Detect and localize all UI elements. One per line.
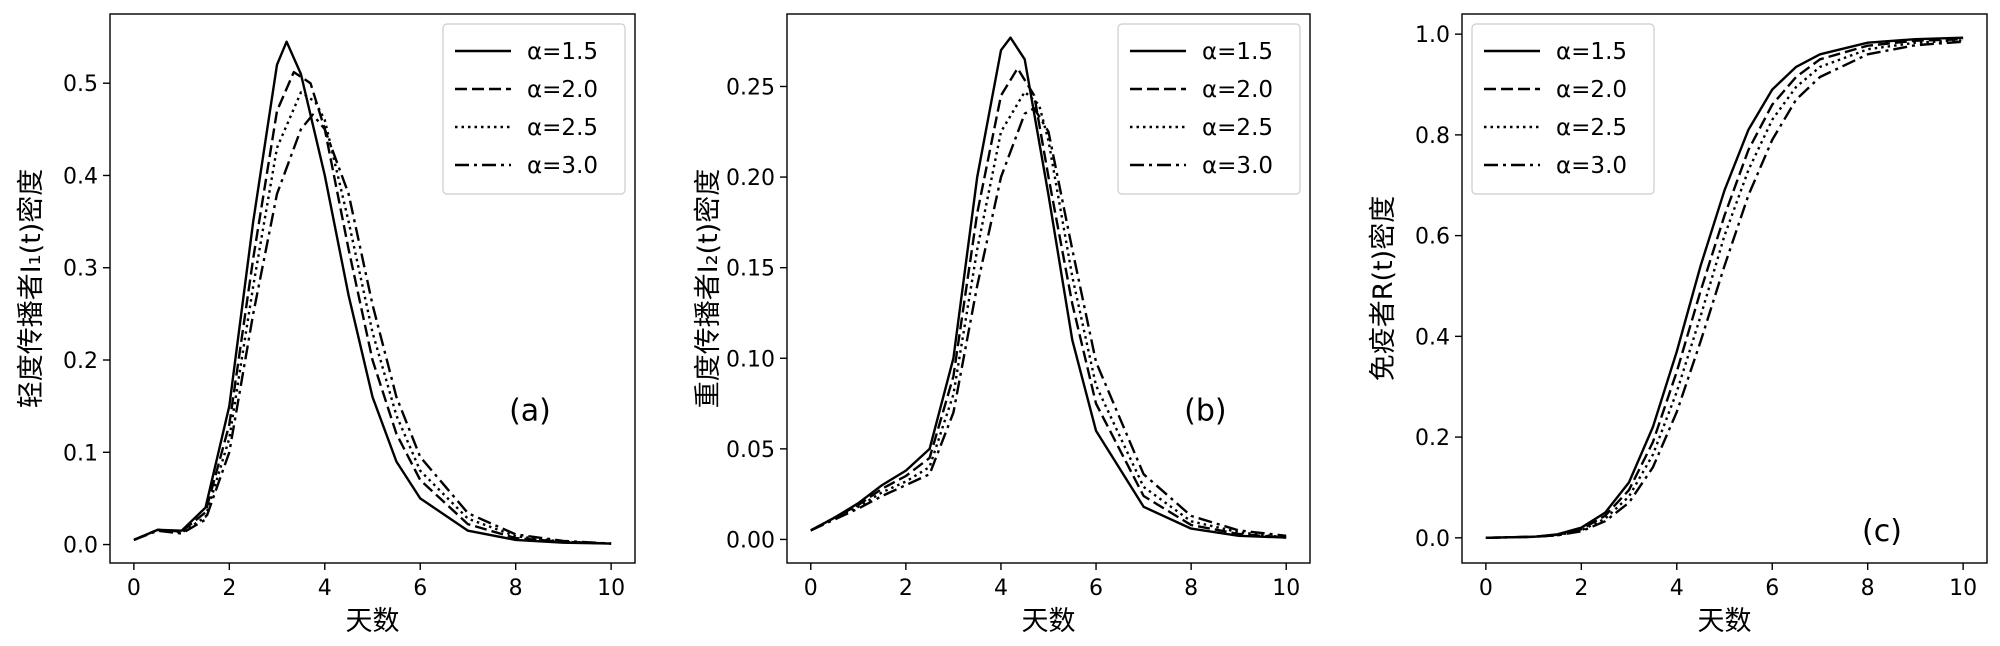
y-tick-label: 0.4 xyxy=(1415,325,1450,350)
x-tick-label: 10 xyxy=(1272,576,1300,601)
series-line-1 xyxy=(1485,36,1964,539)
y-axis-label: 轻度传播者I₁(t)密度 xyxy=(16,169,47,408)
series-line-1 xyxy=(810,36,1287,539)
y-tick-label: 0.25 xyxy=(726,75,775,100)
x-tick-label: 2 xyxy=(222,576,236,601)
series-line-4 xyxy=(1485,40,1964,539)
x-tick-label: 2 xyxy=(1574,576,1588,601)
y-tick-label: 0.0 xyxy=(63,534,98,559)
x-tick-label: 6 xyxy=(413,576,427,601)
legend-entry-3: α=2.5 xyxy=(1202,115,1273,141)
x-axis-label: 天数 xyxy=(1698,606,1752,637)
y-tick-label: 0.5 xyxy=(63,72,98,97)
axes-frame xyxy=(1461,13,1988,564)
panel-annotation: (c) xyxy=(1862,514,1902,549)
series-line-2 xyxy=(133,70,612,545)
legend: α=1.5 α=2.0 α=2.5 α=3.0 xyxy=(1471,23,1655,195)
panel-annotation: (a) xyxy=(509,393,551,428)
y-tick-label: 0.0 xyxy=(1415,527,1450,552)
y-tick-label: 0.3 xyxy=(63,257,98,282)
x-axis-label: 天数 xyxy=(346,606,400,637)
legend-entry-2: α=2.0 xyxy=(1202,77,1273,103)
y-tick-label: 0.4 xyxy=(63,164,98,189)
x-tick-label: 6 xyxy=(1765,576,1779,601)
x-tick-label: 6 xyxy=(1089,576,1103,601)
series-line-4 xyxy=(810,107,1287,537)
legend-entry-4: α=3.0 xyxy=(527,153,598,179)
series-line-3 xyxy=(133,91,612,545)
axes-frame xyxy=(109,13,636,564)
chart-panel-3: 0 2 4 6 8 10 0.0 0.2 0.4 0.6 0.8 1.0 天数 免疫者R(t)密度 (c) α… xyxy=(1368,13,1988,637)
y-tick-label: 0.05 xyxy=(726,438,775,463)
y-tick-label: 0.2 xyxy=(1415,426,1450,451)
legend-entry-1: α=1.5 xyxy=(1556,39,1627,65)
legend-entry-2: α=2.0 xyxy=(527,77,598,103)
legend-box xyxy=(1471,23,1655,195)
legend-entry-2: α=2.0 xyxy=(1556,77,1627,103)
chart-panel-2: 0 2 4 6 8 10 0.00 0.05 0.10 0.15 0.20 0.25 天数 重度传播者I₂… xyxy=(693,13,1311,637)
legend-entry-4: α=3.0 xyxy=(1556,153,1627,179)
y-tick-label: 0.00 xyxy=(726,528,775,553)
chart-panel-1: 0 2 4 6 8 10 0.0 0.1 0.2 0.3 0.4 0.5 天数 轻度传播者I₁(t)密度 (… xyxy=(16,13,636,637)
y-tick-label: 0.1 xyxy=(63,441,98,466)
y-tick-label: 0.8 xyxy=(1415,124,1450,149)
legend-entry-3: α=2.5 xyxy=(1556,115,1627,141)
y-axis-label: 免疫者R(t)密度 xyxy=(1368,196,1399,381)
y-axis-label: 重度传播者I₂(t)密度 xyxy=(693,169,724,408)
y-tick-label: 0.6 xyxy=(1415,225,1450,250)
x-tick-label: 2 xyxy=(899,576,913,601)
axes-frame xyxy=(786,13,1311,564)
legend-box xyxy=(1117,23,1301,195)
x-tick-label: 4 xyxy=(1670,576,1684,601)
x-tick-label: 8 xyxy=(1184,576,1198,601)
x-tick-label: 4 xyxy=(318,576,332,601)
legend-entry-4: α=3.0 xyxy=(1202,153,1273,179)
legend-entry-1: α=1.5 xyxy=(527,39,598,65)
x-tick-label: 4 xyxy=(994,576,1008,601)
series-line-2 xyxy=(810,67,1287,539)
x-axis-label: 天数 xyxy=(1022,606,1076,637)
y-tick-label: 1.0 xyxy=(1415,23,1450,48)
legend: α=1.5 α=2.0 α=2.5 α=3.0 xyxy=(442,23,626,195)
y-tick-label: 0.2 xyxy=(63,349,98,374)
series-line-2 xyxy=(1485,38,1964,539)
legend-entry-1: α=1.5 xyxy=(1202,39,1273,65)
x-tick-label: 0 xyxy=(127,576,141,601)
x-tick-label: 10 xyxy=(1949,576,1977,601)
legend: α=1.5 α=2.0 α=2.5 α=3.0 xyxy=(1117,23,1301,195)
x-tick-label: 0 xyxy=(804,576,818,601)
x-tick-label: 8 xyxy=(1861,576,1875,601)
x-tick-label: 10 xyxy=(597,576,625,601)
legend-box xyxy=(442,23,626,195)
series-line-1 xyxy=(133,40,612,545)
x-tick-label: 0 xyxy=(1479,576,1493,601)
y-tick-label: 0.15 xyxy=(726,257,775,282)
legend-entry-3: α=2.5 xyxy=(527,115,598,141)
y-tick-label: 0.10 xyxy=(726,347,775,372)
panel-annotation: (b) xyxy=(1184,393,1226,428)
x-tick-label: 8 xyxy=(509,576,523,601)
series-line-3 xyxy=(810,90,1287,539)
y-tick-label: 0.20 xyxy=(726,166,775,191)
